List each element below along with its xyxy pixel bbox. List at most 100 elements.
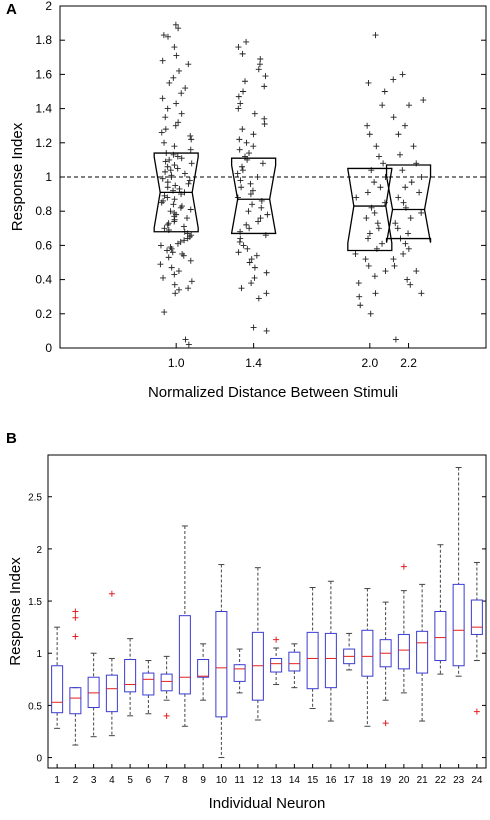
panel-a-ticks: 0 0.2 0.4 0.6 0.8 1 1.2 1.4 1.6 1.8 2 1.0 1.4 2.0 2.2 <box>35 0 486 370</box>
scatter-point-a-2-25 <box>352 250 359 257</box>
x-tick-label-a-1: 1.4 <box>245 356 262 370</box>
scatter-point-a-1-56 <box>263 269 270 276</box>
box-a-3 <box>385 164 432 243</box>
scatter-point-a-0-29 <box>174 153 181 160</box>
scatter-point-a-0-61 <box>167 208 174 215</box>
x-tick-label-b-14: 15 <box>307 775 319 786</box>
scatter-point-a-0-1 <box>175 25 182 32</box>
scatter-point-a-1-20 <box>250 143 257 150</box>
y-tick-label-b-5: 2.5 <box>28 493 42 504</box>
scatter-point-a-3-31 <box>407 281 414 288</box>
scatter-point-a-0-36 <box>174 165 181 172</box>
scatter-point-a-0-7 <box>185 61 192 68</box>
scatter-point-a-0-78 <box>181 237 188 244</box>
x-tick-label-b-16: 17 <box>344 775 356 786</box>
scatter-point-a-2-28 <box>382 268 389 275</box>
scatter-point-a-1-4 <box>256 61 263 68</box>
scatter-point-a-1-27 <box>239 167 246 174</box>
box-b-4 <box>124 658 137 693</box>
scatter-point-a-1-31 <box>247 180 254 187</box>
scatter-point-a-0-31 <box>166 156 173 163</box>
scatter-point-a-0-85 <box>169 249 176 256</box>
x-tick-label-b-7: 8 <box>182 775 188 786</box>
scatter-point-a-2-20 <box>375 225 382 232</box>
scatter-point-a-1-16 <box>239 126 246 133</box>
scatter-point-a-0-94 <box>160 274 167 281</box>
box-b-14 <box>306 631 319 690</box>
scatter-point-a-1-40 <box>264 211 271 218</box>
box-b-6 <box>160 673 173 692</box>
scatter-point-a-3-20 <box>392 220 399 227</box>
x-tick-label-b-19: 20 <box>398 775 410 786</box>
x-tick-label-b-2: 3 <box>91 775 97 786</box>
y-tick-label-a-7: 1.4 <box>35 102 52 116</box>
scatter-point-a-0-89 <box>187 257 194 264</box>
scatter-point-a-1-22 <box>246 150 253 157</box>
x-tick-label-b-9: 10 <box>216 775 228 786</box>
scatter-point-a-2-14 <box>353 194 360 201</box>
scatter-point-a-2-21 <box>366 230 373 237</box>
scatter-point-a-0-6 <box>159 57 166 64</box>
scatter-point-a-2-12 <box>377 184 384 191</box>
scatter-point-a-1-34 <box>247 191 254 198</box>
panel-b-ticks: 00.511.522.51 2 3 4 5 6 7 8 9 10 11 12 13 14 15 16 17 18 1… <box>28 493 486 786</box>
box-b-1 <box>69 687 82 715</box>
scatter-point-a-1-17 <box>250 131 257 138</box>
scatter-point-a-2-7 <box>376 153 383 160</box>
scatter-point-a-3-3 <box>406 102 413 109</box>
scatter-point-a-3-2 <box>420 97 427 104</box>
scatter-point-a-1-26 <box>239 163 246 170</box>
scatter-point-a-0-14 <box>173 100 180 107</box>
x-tick-label-b-3: 4 <box>109 775 115 786</box>
scatter-point-a-3-11 <box>418 174 425 180</box>
y-tick-label-b-0: 0 <box>36 754 42 765</box>
scatter-point-a-3-8 <box>396 151 403 158</box>
scatter-point-a-0-65 <box>184 215 191 222</box>
scatter-point-a-0-0 <box>172 21 179 28</box>
scatter-point-a-2-13 <box>364 189 371 196</box>
box-a-0 <box>153 152 199 233</box>
scatter-point-a-1-37 <box>249 201 256 208</box>
scatter-point-a-3-12 <box>408 179 415 186</box>
scatter-point-a-0-91 <box>168 264 175 271</box>
scatter-point-a-1-3 <box>257 56 264 63</box>
outlier-b-19-0 <box>400 563 407 570</box>
scatter-point-a-2-4 <box>364 122 371 129</box>
scatter-point-a-0-13 <box>159 95 166 102</box>
scatter-point-a-0-59 <box>177 204 184 211</box>
scatter-point-a-0-57 <box>170 201 177 208</box>
scatter-point-a-0-92 <box>175 268 182 275</box>
x-tick-label-b-17: 18 <box>362 775 374 786</box>
scatter-point-a-0-53 <box>164 194 171 201</box>
scatter-point-a-1-6 <box>262 73 269 80</box>
scatter-point-a-1-5 <box>255 66 262 73</box>
box-a-2 <box>347 167 393 252</box>
scatter-point-a-0-84 <box>164 247 171 254</box>
scatter-point-a-0-12 <box>178 90 185 97</box>
scatter-point-a-1-50 <box>244 245 251 252</box>
x-tick-label-a-0: 1.0 <box>168 356 185 370</box>
y-tick-label-b-2: 1 <box>36 649 42 660</box>
y-tick-label-a-3: 0.6 <box>35 238 52 252</box>
scatter-point-a-0-24 <box>161 139 168 146</box>
box-b-8 <box>197 658 210 678</box>
outlier-b-18-0 <box>382 720 389 727</box>
scatter-point-a-0-56 <box>158 199 165 206</box>
outlier-b-1-1 <box>72 614 79 621</box>
scatter-point-a-2-8 <box>380 160 387 167</box>
scatter-point-a-3-6 <box>395 131 402 138</box>
scatter-point-a-1-19 <box>243 139 250 146</box>
scatter-point-a-2-6 <box>373 143 380 150</box>
y-tick-label-a-8: 1.6 <box>35 67 52 81</box>
scatter-point-a-0-25 <box>171 143 178 150</box>
x-tick-label-a-2: 2.0 <box>361 356 378 370</box>
scatter-point-a-1-57 <box>251 274 258 281</box>
scatter-point-a-3-29 <box>413 268 420 275</box>
panel-b-frame <box>47 454 487 769</box>
x-tick-label-b-23: 24 <box>471 775 483 786</box>
y-tick-label-a-10: 2 <box>45 0 52 13</box>
panel-b-label: B <box>6 430 17 447</box>
scatter-point-a-1-33 <box>249 187 256 194</box>
